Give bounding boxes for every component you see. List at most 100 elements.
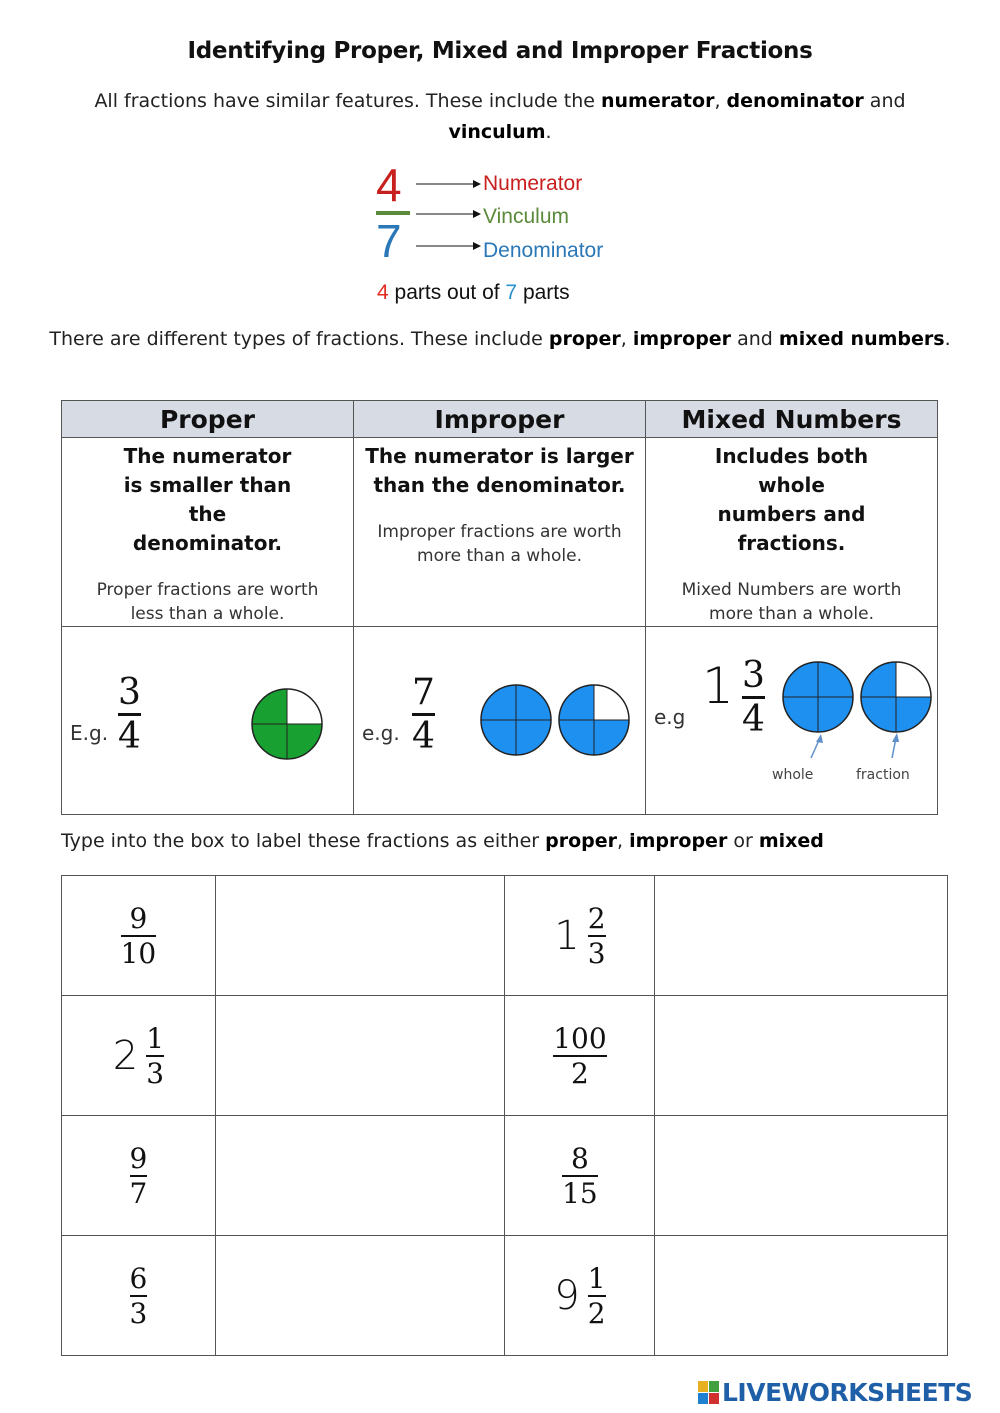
answer-cell — [214, 1235, 506, 1356]
exercise-row: 2 1 3 100 2 — [61, 995, 948, 1116]
numerator: 7 — [412, 672, 435, 713]
numerator: 6 — [129, 1261, 148, 1295]
rule: The numerator is smaller than the denomi… — [123, 444, 292, 555]
answer-cell — [214, 1115, 506, 1236]
term-improper: improper — [632, 328, 732, 350]
eg-label: e.g — [654, 705, 686, 729]
logo-text: LIVEWORKSHEETS — [722, 1378, 973, 1407]
denominator: 4 — [412, 716, 435, 757]
term-proper: proper — [548, 328, 621, 350]
pies-seven-quarters-icon — [480, 684, 630, 756]
exercise-table: 9 10 1 2 3 2 1 3 100 2 9 7 8 15 6 3 9 1 2 — [61, 875, 948, 1356]
instruction-text: Type into the box to label these fractio… — [61, 830, 546, 852]
vinculum — [553, 1054, 607, 1057]
caption-mid: parts out of — [388, 281, 506, 304]
rule: The numerator is larger than the denomin… — [365, 444, 634, 497]
vinculum — [129, 1294, 148, 1297]
sep: , — [714, 90, 727, 112]
answer-input[interactable] — [655, 996, 947, 1115]
denominator: 4 — [742, 699, 765, 740]
vinculum — [587, 934, 606, 937]
answer-cell — [654, 995, 948, 1116]
numerator: 2 — [587, 901, 606, 935]
diagram-vinculum — [376, 211, 410, 215]
fraction: 8 15 — [562, 1142, 598, 1210]
label-fraction: fraction — [856, 767, 910, 783]
answer-cell — [214, 995, 506, 1116]
vinculum — [587, 1294, 606, 1297]
pies-mixed-icon — [782, 661, 932, 759]
instruction: Type into the box to label these fractio… — [61, 830, 824, 852]
whole-number: 9 — [554, 1272, 580, 1319]
answer-input[interactable] — [655, 876, 947, 995]
fraction-cell: 100 2 — [504, 995, 656, 1116]
answer-input[interactable] — [655, 1236, 947, 1355]
page-title: Identifying Proper, Mixed and Improper F… — [187, 38, 813, 64]
eg-label: e.g. — [362, 721, 400, 745]
rule: Includes both whole numbers and fraction… — [714, 444, 869, 555]
label-whole: whole — [772, 767, 814, 783]
vinculum — [562, 1174, 598, 1177]
vinculum — [412, 713, 435, 716]
eg-label: E.g. — [70, 721, 109, 745]
term-improper: improper — [629, 830, 728, 852]
numerator: 1 — [146, 1021, 165, 1055]
denominator: 3 — [129, 1296, 148, 1330]
intro-text: and — [863, 90, 906, 112]
numerator: 3 — [118, 672, 141, 713]
instruction-text: or — [727, 830, 759, 852]
types-text: There are different types of fractions. … — [49, 328, 549, 350]
proper-description: The numerator is smaller than the denomi… — [61, 437, 354, 627]
whole-number: 1 — [702, 657, 734, 715]
diagram-denominator: 7 — [376, 215, 402, 267]
sep: , — [620, 328, 633, 350]
label-vinculum: Vinculum — [483, 205, 569, 228]
answer-input[interactable] — [215, 1116, 505, 1235]
label-numerator: Numerator — [483, 172, 583, 195]
vinculum — [129, 1174, 148, 1177]
denominator: 7 — [129, 1176, 148, 1210]
answer-input[interactable] — [215, 876, 505, 995]
logo-blocks-icon — [698, 1380, 719, 1404]
fraction: 9 10 — [120, 901, 157, 970]
liveworksheets-logo: LIVEWORKSHEETS — [698, 1378, 973, 1407]
header-proper: Proper — [61, 400, 354, 438]
note: Mixed Numbers are worth more than a whol… — [681, 580, 902, 624]
vinculum — [742, 696, 765, 699]
numerator: 3 — [742, 655, 765, 696]
period: . — [545, 121, 552, 143]
denominator: 2 — [587, 1296, 606, 1330]
term-denominator: denominator — [726, 90, 864, 112]
answer-input[interactable] — [215, 1236, 505, 1355]
header-improper: Improper — [353, 400, 646, 438]
denominator: 10 — [120, 936, 157, 970]
answer-input[interactable] — [215, 996, 505, 1115]
denominator: 3 — [587, 936, 606, 970]
arrow-icons — [416, 180, 481, 250]
intro-paragraph: All fractions have similar features. The… — [40, 86, 960, 148]
numerator: 100 — [553, 1021, 607, 1055]
whole-number: 1 — [554, 912, 580, 959]
intro-text: All fractions have similar features. The… — [94, 90, 601, 112]
answer-cell — [654, 1235, 948, 1356]
fraction: 100 2 — [553, 1021, 607, 1090]
denominator: 15 — [562, 1176, 598, 1210]
numerator: 9 — [129, 901, 148, 935]
caption-end: parts — [517, 281, 570, 304]
label-denominator: Denominator — [483, 239, 604, 262]
fraction-cell: 8 15 — [504, 1115, 656, 1236]
answer-input[interactable] — [655, 1116, 947, 1235]
